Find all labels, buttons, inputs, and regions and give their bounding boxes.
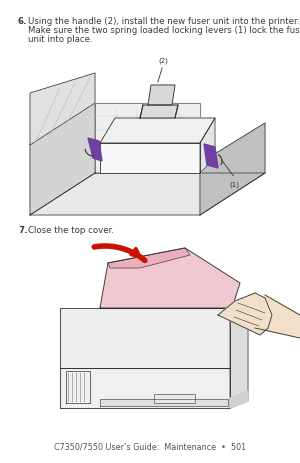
Polygon shape bbox=[30, 174, 265, 216]
Polygon shape bbox=[148, 86, 175, 106]
Polygon shape bbox=[204, 144, 218, 169]
Text: 6.: 6. bbox=[18, 17, 27, 26]
Polygon shape bbox=[100, 249, 240, 308]
Polygon shape bbox=[200, 119, 215, 174]
Polygon shape bbox=[200, 124, 265, 216]
Polygon shape bbox=[140, 106, 178, 119]
Text: unit into place.: unit into place. bbox=[28, 35, 93, 44]
Text: (1): (1) bbox=[229, 181, 239, 188]
Text: Close the top cover.: Close the top cover. bbox=[28, 225, 114, 234]
Polygon shape bbox=[255, 295, 300, 338]
Text: Make sure the two spring loaded locking levers (1) lock the fuser: Make sure the two spring loaded locking … bbox=[28, 26, 300, 35]
Polygon shape bbox=[230, 301, 248, 408]
Text: Using the handle (2), install the new fuser unit into the printer.: Using the handle (2), install the new fu… bbox=[28, 17, 299, 26]
Polygon shape bbox=[88, 139, 102, 162]
Polygon shape bbox=[108, 249, 190, 269]
Polygon shape bbox=[30, 74, 95, 146]
Polygon shape bbox=[218, 294, 272, 335]
Polygon shape bbox=[100, 119, 215, 144]
Text: (2): (2) bbox=[158, 57, 168, 64]
Polygon shape bbox=[100, 399, 228, 406]
Text: 7.: 7. bbox=[18, 225, 28, 234]
Polygon shape bbox=[60, 308, 230, 368]
Polygon shape bbox=[60, 368, 230, 408]
Polygon shape bbox=[30, 104, 95, 216]
Polygon shape bbox=[230, 391, 248, 408]
Polygon shape bbox=[95, 104, 200, 174]
FancyBboxPatch shape bbox=[154, 394, 196, 404]
Text: C7350/7550 User’s Guide:  Maintenance  •  501: C7350/7550 User’s Guide: Maintenance • 5… bbox=[54, 442, 246, 451]
Polygon shape bbox=[100, 144, 200, 174]
